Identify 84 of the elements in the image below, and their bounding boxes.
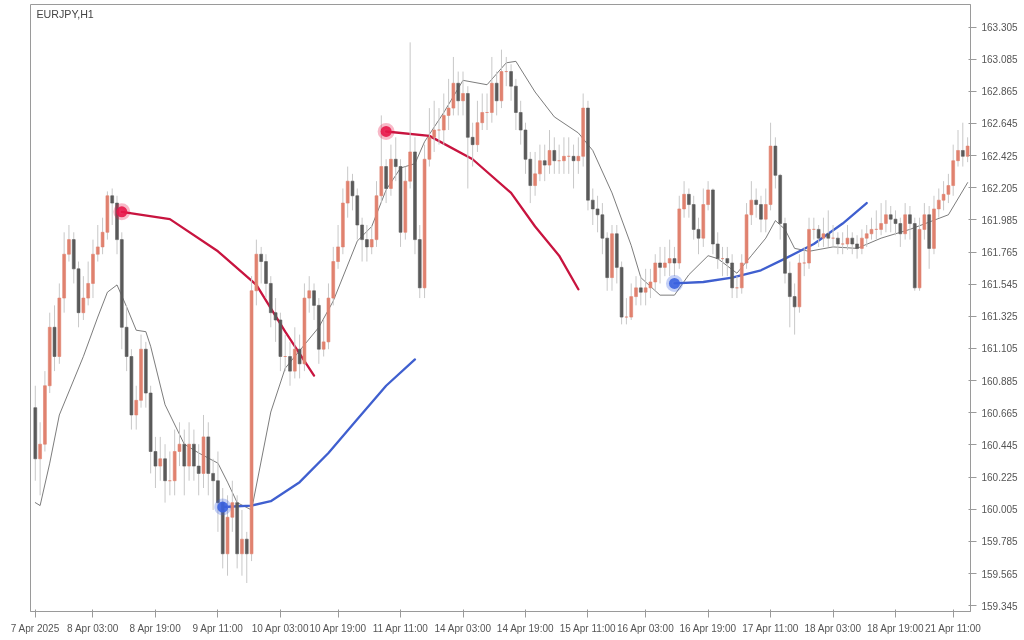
candlestick — [81, 275, 86, 321]
x-tick-label: 10 Apr 03:00 — [251, 622, 309, 634]
candlestick — [720, 246, 725, 277]
candlestick — [547, 129, 552, 175]
candlestick — [836, 231, 840, 255]
x-tick-label: 16 Apr 03:00 — [617, 622, 675, 634]
candlestick — [456, 71, 460, 116]
y-tick-label: 163.085 — [981, 54, 1019, 66]
candlestick — [158, 436, 162, 482]
x-tick-label: 18 Apr 19:00 — [866, 622, 925, 634]
candlestick — [187, 421, 191, 482]
candlestick — [850, 231, 855, 255]
chart-title: EURJPY,H1 — [36, 7, 94, 20]
x-tick-label: 17 Apr 11:00 — [742, 622, 799, 634]
x-tick-label: 7 Apr 2025 — [10, 622, 60, 634]
y-tick-label: 162.425 — [981, 150, 1019, 162]
x-tick-label: 15 Apr 11:00 — [559, 622, 617, 634]
candlestick — [552, 136, 557, 175]
candlestick — [288, 341, 292, 387]
candlestick — [816, 224, 821, 248]
candlestick — [168, 450, 172, 496]
y-tick-label: 161.765 — [981, 247, 1019, 259]
x-tick-label: 8 Apr 03:00 — [67, 622, 119, 634]
candlestick — [624, 297, 629, 325]
y-tick-label: 159.565 — [981, 568, 1019, 580]
point — [214, 498, 232, 516]
candlestick — [903, 202, 907, 241]
candlestick — [826, 209, 830, 248]
x-tick-label: 14 Apr 19:00 — [496, 622, 555, 634]
candlestick — [182, 429, 187, 496]
candlestick — [504, 56, 509, 87]
point — [665, 274, 683, 292]
y-tick-label: 159.345 — [981, 600, 1019, 612]
candlestick — [475, 100, 480, 153]
candlestick — [293, 326, 297, 379]
candlestick — [667, 239, 672, 277]
candlestick — [821, 217, 826, 248]
candlestick — [163, 443, 167, 504]
candlestick — [961, 122, 965, 168]
candlestick — [461, 71, 465, 116]
y-tick-label: 160.445 — [981, 439, 1019, 451]
y-tick-label: 161.105 — [981, 343, 1019, 355]
x-tick-label: 10 Apr 19:00 — [309, 622, 367, 634]
x-tick-label: 8 Apr 19:00 — [129, 622, 182, 634]
candlestick — [240, 509, 244, 577]
candlestick — [494, 71, 499, 116]
x-tick-label: 11 Apr 11:00 — [372, 622, 429, 634]
y-tick-label: 162.865 — [981, 86, 1019, 98]
candlestick — [672, 246, 677, 277]
y-tick-label: 159.785 — [981, 536, 1019, 548]
y-tick-label: 160.885 — [981, 375, 1019, 387]
y-tick-label: 160.225 — [981, 472, 1019, 484]
candlestick — [562, 136, 566, 175]
x-tick-label: 14 Apr 03:00 — [434, 622, 492, 634]
point — [377, 122, 395, 140]
candlestick — [869, 217, 874, 241]
candlestick — [658, 246, 662, 284]
x-tick-label: 9 Apr 11:00 — [192, 622, 244, 634]
y-tick-label: 160.665 — [981, 407, 1019, 419]
candlestick — [437, 107, 441, 146]
candlestick — [542, 144, 547, 182]
candlestick — [893, 209, 898, 236]
candlestick — [283, 334, 287, 372]
candlestick — [297, 334, 302, 379]
y-tick-label: 161.985 — [981, 214, 1019, 226]
y-tick-label: 161.545 — [981, 279, 1019, 291]
y-tick-label: 163.305 — [981, 22, 1019, 33]
point — [113, 203, 131, 221]
candlestick — [384, 158, 388, 204]
x-tick-label: 18 Apr 03:00 — [804, 622, 862, 634]
candlestick — [446, 78, 451, 131]
candlestick — [245, 531, 249, 584]
candlestick — [941, 180, 946, 211]
candlestick — [965, 136, 970, 163]
candlestick — [845, 224, 850, 251]
y-tick-label: 162.645 — [981, 118, 1019, 130]
y-tick-label: 161.325 — [981, 311, 1019, 323]
y-tick-label: 162.205 — [981, 182, 1019, 194]
y-tick-label: 160.005 — [981, 504, 1019, 516]
candlestick — [571, 144, 576, 189]
candlestick — [639, 275, 643, 306]
x-tick-label: 16 Apr 19:00 — [679, 622, 737, 634]
candlestick — [196, 443, 201, 496]
x-tick-label: 21 Apr 11:00 — [924, 622, 982, 634]
